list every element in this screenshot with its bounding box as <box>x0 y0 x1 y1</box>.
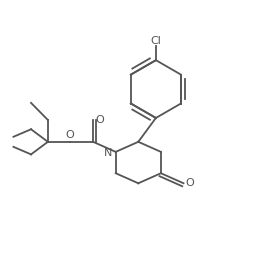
Text: N: N <box>104 148 112 158</box>
Text: O: O <box>96 115 104 125</box>
Text: O: O <box>66 130 74 140</box>
Text: O: O <box>185 178 194 188</box>
Text: Cl: Cl <box>150 36 161 46</box>
